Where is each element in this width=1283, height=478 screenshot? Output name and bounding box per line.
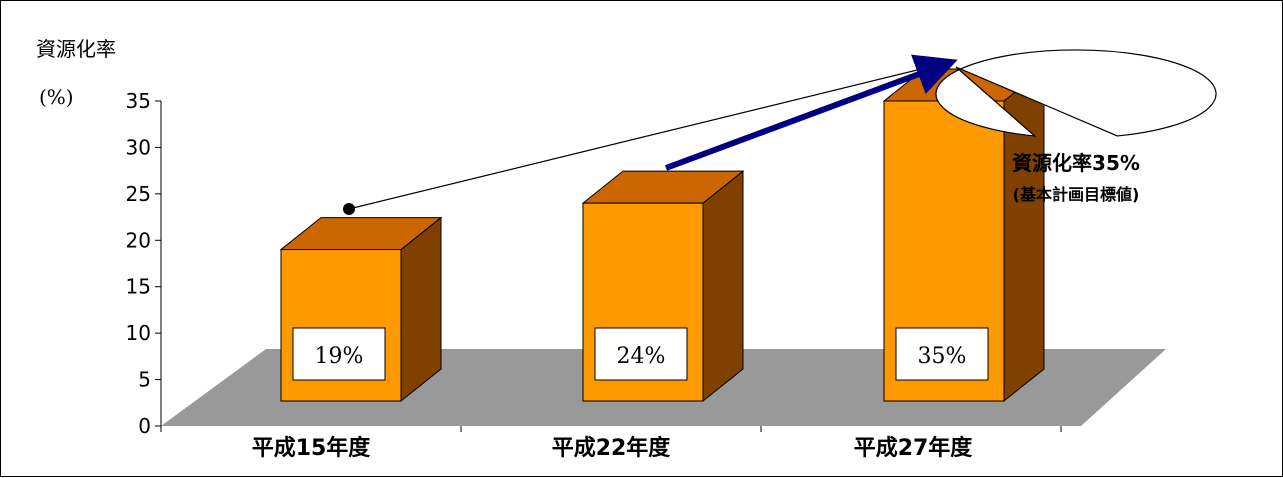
bar: 24% bbox=[581, 170, 745, 403]
y-tick-label: 5 bbox=[138, 368, 151, 392]
y-tick-label: 20 bbox=[126, 228, 151, 252]
bar-group: 19% 24% 35% bbox=[279, 67, 1046, 403]
y-tick-label: 10 bbox=[126, 321, 151, 345]
y-tick-label: 35 bbox=[126, 89, 151, 113]
x-tick-group bbox=[160, 426, 1062, 432]
data-label: 19% bbox=[315, 344, 364, 369]
y-tick-label: 25 bbox=[126, 182, 151, 206]
y-axis-title: 資源化率 bbox=[36, 37, 116, 61]
y-axis-unit: (%) bbox=[39, 85, 74, 109]
data-label-box bbox=[594, 327, 688, 381]
trend-arrow bbox=[664, 54, 958, 171]
x-tick-label: 平成22年度 bbox=[552, 435, 672, 461]
callout-bubble bbox=[935, 49, 1217, 137]
x-tick-label: 平成27年度 bbox=[854, 435, 974, 461]
x-tick-label: 平成15年度 bbox=[252, 435, 372, 461]
start-marker bbox=[343, 203, 355, 215]
data-label: 24% bbox=[617, 344, 666, 369]
bar: 35% bbox=[882, 67, 1046, 403]
data-label: 35% bbox=[918, 344, 967, 369]
y-tick-label: 30 bbox=[126, 135, 151, 159]
annotation-overlay: 資源化率35% (基本計画目標値) bbox=[343, 49, 1217, 215]
y-ticks: 0 5 10 15 20 25 30 35 bbox=[126, 89, 161, 438]
callout-title: 資源化率35% bbox=[1012, 151, 1140, 175]
bar-side-face bbox=[702, 170, 744, 403]
callout-subtitle: (基本計画目標値) bbox=[1013, 185, 1140, 204]
trend-line bbox=[348, 60, 955, 210]
y-tick-label: 0 bbox=[138, 414, 151, 438]
bar: 19% bbox=[279, 216, 443, 403]
data-label-box bbox=[895, 327, 989, 381]
x-label-group: 平成15年度 平成22年度 平成27年度 bbox=[252, 435, 974, 461]
y-tick-label: 15 bbox=[126, 275, 151, 299]
data-label-box bbox=[292, 327, 386, 381]
